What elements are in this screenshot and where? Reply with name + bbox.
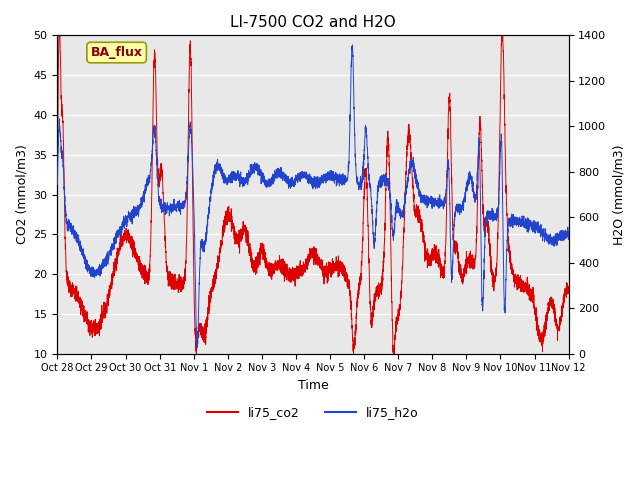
Text: BA_flux: BA_flux — [91, 46, 143, 59]
Y-axis label: CO2 (mmol/m3): CO2 (mmol/m3) — [15, 144, 28, 244]
X-axis label: Time: Time — [298, 379, 328, 392]
Legend: li75_co2, li75_h2o: li75_co2, li75_h2o — [202, 401, 424, 424]
Y-axis label: H2O (mmol/m3): H2O (mmol/m3) — [612, 144, 625, 245]
Title: LI-7500 CO2 and H2O: LI-7500 CO2 and H2O — [230, 15, 396, 30]
